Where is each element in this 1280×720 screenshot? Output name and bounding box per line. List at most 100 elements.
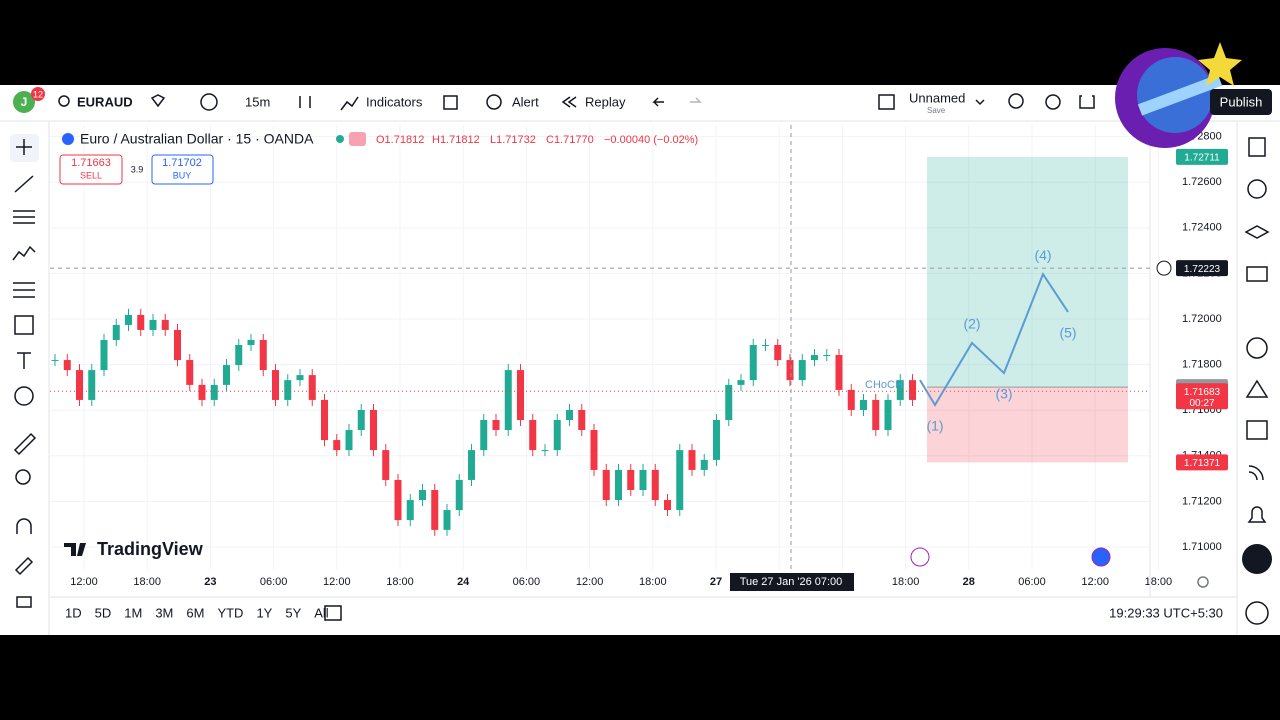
range-button[interactable]: 1M	[124, 605, 142, 620]
axis-settings[interactable]	[1197, 576, 1209, 588]
lock-tool[interactable]	[16, 596, 32, 608]
range-button[interactable]: 1D	[65, 605, 82, 620]
candle	[406, 500, 414, 521]
candle	[627, 469, 635, 490]
legend-high: H1.71812	[432, 134, 480, 146]
candle	[774, 345, 782, 361]
hotlists[interactable]	[1246, 337, 1268, 359]
avatar-letter: J	[21, 95, 28, 109]
y-tick-label: 1.71200	[1182, 495, 1222, 507]
replay-icon[interactable]	[561, 96, 577, 108]
products[interactable]	[1242, 544, 1272, 574]
range-button[interactable]: 1Y	[256, 605, 272, 620]
redo[interactable]	[690, 97, 702, 103]
target-zone	[927, 156, 1128, 388]
magnet-tool[interactable]	[16, 518, 32, 534]
candle	[112, 324, 120, 340]
candle	[333, 440, 341, 451]
chats[interactable]	[1246, 266, 1268, 282]
clock: 19:29:33 UTC+5:30	[1109, 605, 1223, 620]
candle	[578, 409, 586, 431]
sell-price[interactable]: 1.71663	[71, 157, 111, 169]
candle	[480, 420, 488, 451]
date-range[interactable]	[324, 605, 342, 621]
indicators-icon[interactable]	[340, 96, 359, 111]
alerts-panel[interactable]	[1247, 179, 1267, 199]
calendar[interactable]	[1246, 420, 1268, 440]
candle	[504, 370, 512, 431]
add-alert[interactable]	[1156, 260, 1172, 276]
range-button[interactable]: 5D	[95, 605, 112, 620]
spread: 3.9	[131, 164, 144, 174]
alert-icon[interactable]	[486, 94, 502, 110]
quick-search[interactable]	[1008, 93, 1024, 109]
ruler-tool[interactable]	[13, 432, 37, 456]
candle	[749, 345, 757, 381]
help[interactable]	[1245, 601, 1269, 625]
settings[interactable]	[1045, 94, 1061, 110]
data-status	[349, 132, 366, 146]
search-icon[interactable]	[58, 95, 70, 107]
sell-label[interactable]: SELL	[80, 170, 102, 180]
compare-icon[interactable]	[150, 94, 166, 108]
layout-menu[interactable]	[975, 99, 985, 106]
layout-name[interactable]: Unnamed	[909, 90, 965, 105]
layers[interactable]	[1244, 225, 1270, 239]
publish-button[interactable]	[1210, 89, 1272, 115]
watchlist[interactable]	[1248, 137, 1266, 157]
prediction-tool[interactable]	[13, 282, 35, 298]
candle	[602, 469, 610, 501]
streams[interactable]	[1248, 465, 1264, 481]
pattern-tool[interactable]	[12, 245, 36, 261]
symbol-flag	[62, 133, 74, 145]
x-tick-label: 18:00	[386, 576, 414, 588]
candle	[615, 469, 622, 501]
candle	[186, 360, 194, 385]
symbol[interactable]: EURAUD	[77, 94, 133, 109]
text-tool[interactable]	[17, 352, 31, 369]
interval[interactable]: 15m	[245, 94, 270, 109]
sell-button[interactable]	[59, 154, 123, 185]
chart-type[interactable]	[299, 96, 311, 108]
x-tick-label: 24	[457, 576, 470, 588]
range-button[interactable]: 5Y	[285, 605, 301, 620]
layout-icon[interactable]	[878, 94, 895, 110]
add-symbol[interactable]	[200, 93, 218, 111]
candle	[664, 500, 671, 511]
ideas[interactable]	[1245, 379, 1269, 398]
buy-price[interactable]: 1.71702	[162, 157, 202, 169]
range-button[interactable]: 6M	[186, 605, 204, 620]
alert[interactable]: Alert	[512, 94, 539, 109]
choch-label: CHoCH	[865, 379, 903, 391]
range-button[interactable]: All	[314, 605, 329, 620]
watermark: TradingView	[97, 539, 204, 559]
replay[interactable]: Replay	[585, 94, 626, 109]
event-marker	[910, 547, 930, 567]
lock-drawing-tool[interactable]	[14, 556, 34, 576]
candle	[284, 380, 292, 400]
shape-tool[interactable]	[14, 315, 34, 335]
publish[interactable]: Publish	[1220, 94, 1263, 109]
zoom-tool[interactable]	[15, 469, 31, 485]
fib-tool[interactable]	[13, 210, 35, 224]
candle	[223, 365, 230, 385]
candle	[847, 389, 855, 410]
indicators[interactable]: Indicators	[366, 94, 423, 109]
buy-label[interactable]: BUY	[173, 170, 192, 180]
candle	[541, 450, 549, 452]
candle	[688, 450, 696, 470]
avatar[interactable]	[13, 91, 35, 113]
fullscreen[interactable]	[1079, 95, 1095, 109]
buy-button[interactable]	[151, 154, 214, 185]
candle	[296, 375, 304, 381]
candle	[149, 319, 157, 330]
icon-tool[interactable]	[14, 386, 34, 406]
templates-icon[interactable]	[443, 95, 458, 110]
range-button[interactable]: YTD	[217, 605, 243, 620]
trendline-tool[interactable]	[14, 175, 34, 193]
price-badge-label: 1.72711	[1184, 153, 1220, 164]
notifications[interactable]	[1247, 506, 1267, 523]
undo[interactable]	[652, 97, 664, 107]
crosshair-tool[interactable]	[16, 139, 32, 155]
range-button[interactable]: 3M	[155, 605, 173, 620]
